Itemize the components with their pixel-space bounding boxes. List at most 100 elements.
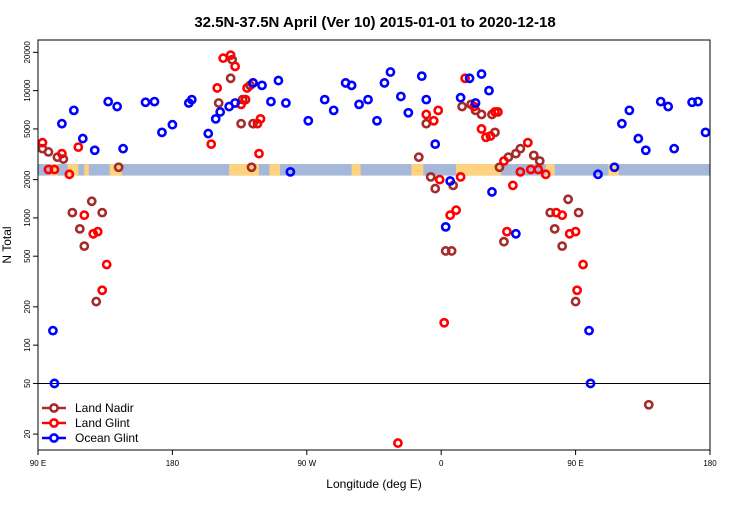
- point-land-glint-6: [79, 210, 90, 221]
- point-ocean-glint-9: [140, 97, 151, 108]
- point-land-nadir-3: [58, 154, 69, 164]
- legend-marker-2: [49, 433, 59, 443]
- y-axis: 20 50 100 200 500 1000 2000 5000 10000 20000: [23, 41, 38, 439]
- point-land-glint-5: [73, 142, 84, 153]
- point-land-nadir-17: [248, 118, 258, 129]
- y-tick-label-7: 5000: [23, 119, 32, 137]
- point-land-nadir-44: [573, 207, 584, 218]
- point-land-nadir-6: [79, 241, 90, 252]
- legend-label-1: Land Glint: [75, 416, 130, 430]
- point-ocean-glint-26: [303, 115, 314, 126]
- point-land-glint-25: [428, 115, 439, 126]
- y-tick-label-6: 2000: [23, 170, 32, 188]
- point-ocean-glint-44: [464, 73, 475, 84]
- point-land-glint-28: [439, 317, 450, 328]
- point-ocean-glint-2: [56, 118, 67, 129]
- legend-label-2: Ocean Glint: [75, 431, 139, 445]
- point-land-glint-41: [507, 180, 518, 191]
- point-land-glint-40: [502, 226, 512, 237]
- point-ocean-glint-35: [385, 67, 396, 77]
- point-ocean-glint-30: [346, 80, 357, 91]
- point-land-nadir-37: [528, 150, 539, 161]
- point-ocean-glint-6: [103, 96, 114, 107]
- point-land-glint-22: [254, 148, 264, 159]
- point-land-nadir-18: [246, 162, 257, 173]
- point-ocean-glint-47: [484, 85, 494, 96]
- point-land-nadir-1: [43, 147, 54, 157]
- point-ocean-glint-3: [68, 105, 79, 116]
- point-ocean-glint-0: [48, 325, 58, 336]
- point-land-glint-0: [37, 137, 48, 148]
- point-ocean-glint-51: [585, 378, 596, 389]
- point-land-nadir-5: [74, 223, 85, 234]
- y-tick-label-4: 500: [23, 249, 32, 263]
- point-ocean-glint-22: [266, 96, 276, 107]
- plot-frame: [37, 39, 711, 451]
- y-axis-label: N Total: [0, 226, 14, 263]
- point-land-glint-50: [570, 226, 581, 237]
- point-ocean-glint-33: [372, 115, 382, 126]
- point-land-glint-23: [392, 438, 403, 448]
- legend-marker-1: [49, 418, 59, 428]
- band-land-4: [229, 164, 260, 176]
- x-axis: 90 E 180 90 W 0 90 E 180: [30, 450, 717, 468]
- point-land-glint-43: [522, 137, 533, 148]
- point-ocean-glint-7: [112, 101, 123, 112]
- point-land-glint-14: [225, 50, 236, 61]
- band-ocean: [38, 164, 710, 176]
- point-ocean-glint-15: [203, 128, 214, 139]
- point-ocean-glint-46: [476, 69, 487, 79]
- point-ocean-glint-19: [230, 98, 241, 108]
- band-land-9: [545, 164, 555, 176]
- point-ocean-glint-62: [693, 96, 703, 107]
- point-land-glint-51: [572, 285, 582, 296]
- point-ocean-glint-25: [285, 166, 296, 177]
- chart-title: 32.5N-37.5N April (Ver 10) 2015-01-01 to…: [194, 14, 555, 31]
- point-land-glint-48: [557, 210, 568, 221]
- point-land-glint-12: [212, 83, 223, 93]
- x-tick-label-3: 0: [439, 459, 444, 468]
- point-land-nadir-38: [534, 156, 545, 166]
- point-ocean-glint-38: [416, 71, 427, 82]
- point-land-nadir-4: [67, 207, 78, 218]
- point-ocean-glint-36: [395, 91, 406, 102]
- point-ocean-glint-8: [118, 143, 129, 154]
- point-ocean-glint-55: [624, 105, 635, 116]
- point-land-nadir-26: [457, 101, 468, 112]
- point-ocean-glint-16: [210, 113, 221, 124]
- point-land-glint-27: [434, 174, 445, 185]
- band-land-6: [351, 164, 361, 176]
- y-tick-label-3: 200: [23, 300, 32, 314]
- point-land-nadir-14: [236, 118, 246, 129]
- point-land-nadir-7: [86, 196, 97, 207]
- point-ocean-glint-17: [215, 107, 226, 117]
- band-layer: [38, 164, 710, 176]
- x-tick-label-5: 180: [703, 459, 717, 468]
- point-ocean-glint-12: [167, 119, 178, 130]
- x-tick-label-1: 180: [166, 459, 180, 468]
- point-land-glint-26: [433, 105, 444, 116]
- band-land-2: [84, 164, 89, 176]
- point-ocean-glint-41: [440, 221, 451, 232]
- point-ocean-glint-10: [149, 96, 160, 107]
- point-land-nadir-41: [557, 241, 568, 252]
- band-land-8: [456, 164, 501, 176]
- point-land-nadir-45: [643, 399, 654, 410]
- point-ocean-glint-58: [655, 96, 666, 107]
- band-land-7: [411, 164, 424, 176]
- point-land-glint-17: [242, 83, 252, 93]
- point-ocean-glint-52: [593, 169, 603, 180]
- point-land-glint-36: [485, 131, 496, 141]
- point-ocean-glint-40: [430, 139, 441, 150]
- point-land-glint-34: [476, 124, 487, 134]
- point-land-nadir-29: [476, 109, 487, 120]
- y-tick-label-8: 10000: [23, 79, 32, 102]
- point-land-nadir-19: [413, 152, 424, 163]
- point-land-glint-52: [578, 259, 588, 270]
- point-ocean-glint-24: [280, 98, 291, 108]
- point-land-glint-3: [56, 148, 67, 159]
- point-ocean-glint-56: [633, 133, 644, 144]
- point-land-glint-38: [493, 107, 503, 117]
- point-land-glint-32: [460, 73, 470, 84]
